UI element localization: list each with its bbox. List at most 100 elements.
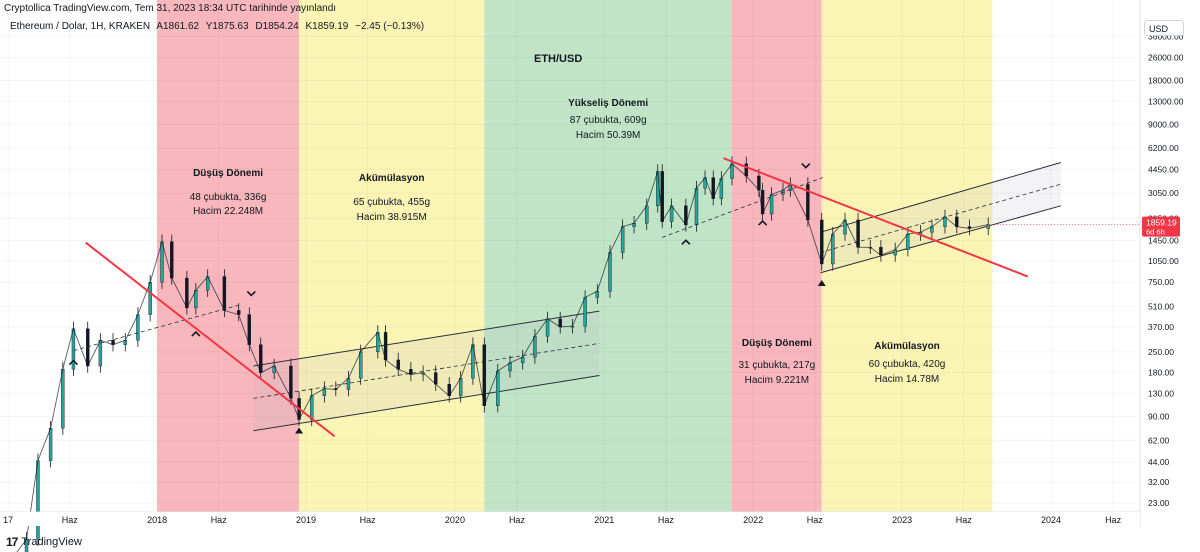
pivot-markers <box>68 163 826 434</box>
x-tick-label: Haz <box>509 515 526 525</box>
price-series <box>16 156 990 552</box>
symbol-name[interactable]: Ethereum / Dolar, 1H, KRAKEN <box>10 21 151 32</box>
candle-body-68 <box>820 219 824 265</box>
phase-stat-4-0: 60 çubukta, 420g <box>869 359 946 370</box>
candle-body-75 <box>906 233 910 250</box>
candle-body-36 <box>458 377 463 396</box>
phase-band-2 <box>484 0 732 512</box>
price-line <box>16 163 989 552</box>
phase-stat-0-1: Hacim 22.248M <box>193 206 263 217</box>
y-tick-label: 13000.00 <box>1148 96 1184 106</box>
footer-brand[interactable]: 17 TradingView <box>6 535 82 549</box>
bar-countdown: 6d 6h <box>1146 228 1165 237</box>
candle-body-38 <box>482 344 487 406</box>
ohlc-low: D1854.24 <box>255 21 299 32</box>
brand-name: TradingView <box>21 536 82 548</box>
symbol-info: Ethereum / Dolar, 1H, KRAKEN A1861.62 Y1… <box>10 21 428 32</box>
candle-body-63 <box>760 189 765 215</box>
channel-upper-1 <box>820 162 1061 233</box>
y-tick-label: 370.00 <box>1148 322 1174 332</box>
x-tick-label: 2021 <box>594 515 614 525</box>
currency-selector[interactable]: USD <box>1144 20 1184 36</box>
y-tick-label: 62.00 <box>1148 435 1170 445</box>
candle-body-43 <box>545 318 550 337</box>
phase-title-1: Akümülasyon <box>359 173 425 184</box>
phase-stat-1-0: 65 çubukta, 455g <box>353 197 430 208</box>
phase-title-3: Düşüş Dönemi <box>742 338 812 349</box>
candle-body-49 <box>620 226 625 253</box>
phase-stat-4-1: Hacim 14.78M <box>875 374 939 385</box>
grid <box>0 0 1140 512</box>
candle-body-3 <box>48 427 53 461</box>
phase-title-0: Düşüş Dönemi <box>193 168 263 179</box>
x-tick-label: 2023 <box>892 515 912 525</box>
candle-body-28 <box>358 351 363 379</box>
y-tick-label: 750.00 <box>1148 277 1174 287</box>
candle-body-48 <box>608 252 612 292</box>
chevron-up-icon <box>758 219 768 226</box>
candle-body-22 <box>289 365 293 399</box>
chevron-up-icon <box>681 239 691 245</box>
x-tick-label: Haz <box>658 515 675 525</box>
phase-stat-1-1: Hacim 38.915M <box>357 212 427 223</box>
phase-stat-0-0: 48 çubukta, 336g <box>190 192 267 203</box>
downtrend-line-1 <box>723 157 1029 278</box>
x-tick-label: 17 <box>3 515 13 525</box>
x-tick-label: Haz <box>62 515 79 525</box>
candle-body-10 <box>136 314 140 341</box>
triangle-up-icon <box>295 427 304 434</box>
candle-body-12 <box>160 241 164 283</box>
ohlc-high: Y1875.63 <box>205 21 249 32</box>
triangle-up-icon <box>817 280 826 287</box>
phase-stat-2-1: Hacim 50.39M <box>576 130 640 141</box>
candle-body-44 <box>558 318 562 328</box>
publish-credit: Cryptollica TradingView.com, Tem 31, 202… <box>4 3 337 14</box>
chevron-up-icon <box>68 359 79 366</box>
channel-lower-1 <box>820 205 1061 274</box>
x-tick-label: 2024 <box>1041 515 1061 525</box>
y-tick-label: 44.00 <box>1148 457 1170 467</box>
y-tick-label: 4450.00 <box>1148 164 1179 174</box>
downtrend-line-0 <box>85 241 336 438</box>
ohlc-change: −2.45 (−0.13%) <box>355 21 425 32</box>
x-tick-label: 2020 <box>445 515 465 525</box>
candle-body-78 <box>943 216 947 227</box>
chevron-down-icon <box>801 163 811 169</box>
tradingview-logo-icon: 17 <box>6 535 18 549</box>
phase-title-2: Yükseliş Dönemi <box>568 98 648 109</box>
phase-band-0 <box>157 0 300 512</box>
candle-body-2 <box>36 460 40 540</box>
candle-body-39 <box>496 370 500 406</box>
y-axis-panel <box>1140 0 1200 552</box>
phase-title-4: Akümülasyon <box>874 341 940 352</box>
candle-body-19 <box>247 314 251 345</box>
candle-body-62 <box>757 175 761 191</box>
ohlc-close: K1859.19 <box>305 21 349 32</box>
y-tick-label: 9000.00 <box>1148 120 1179 130</box>
candle-body-7 <box>98 340 103 367</box>
support-line-0 <box>73 305 238 351</box>
candle-body-17 <box>222 276 227 311</box>
support-line-1 <box>662 177 823 238</box>
candle-body-51 <box>645 205 649 224</box>
candle-body-4 <box>61 369 65 429</box>
last-price-value: 1859.19 <box>1146 218 1177 228</box>
x-tick-label: Haz <box>807 515 824 525</box>
y-tick-label: 510.00 <box>1148 302 1174 312</box>
candle-body-46 <box>583 297 587 327</box>
x-tick-label: 2019 <box>296 515 316 525</box>
x-tick-label: 2018 <box>147 515 167 525</box>
x-tick-label: Haz <box>360 515 377 525</box>
chart-title: ETH/USD <box>534 53 582 65</box>
candle-body-6 <box>86 328 90 367</box>
y-tick-label: 26000.00 <box>1148 52 1184 62</box>
last-price-tag <box>1142 216 1180 237</box>
candle-body-69 <box>831 233 835 265</box>
candle-body-20 <box>259 344 263 373</box>
ohlc-open: A1861.62 <box>156 21 200 32</box>
phase-stat-3-0: 31 çubukta, 217g <box>738 360 815 371</box>
phase-labels: ETH/USD Düşüş Dönemi 48 çubukta, 336g Hacim… <box>190 53 946 386</box>
channel-lower-0 <box>253 375 600 432</box>
